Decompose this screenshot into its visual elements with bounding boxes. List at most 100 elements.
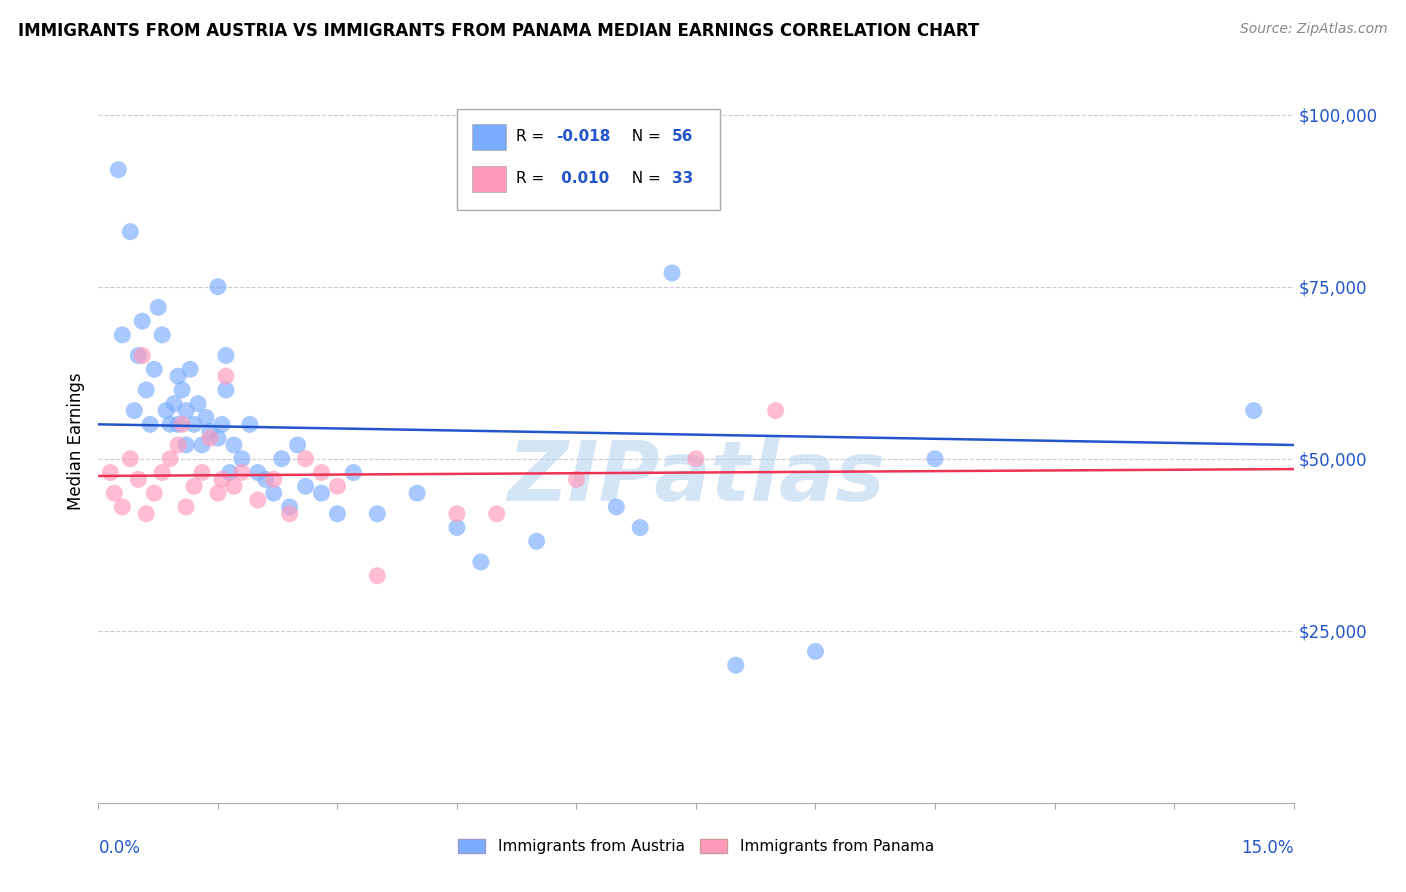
Text: 33: 33 [672,171,693,186]
Point [159,417,181,432]
Point [294,451,316,466]
Text: 0.0%: 0.0% [98,838,141,857]
Point [239,417,262,432]
Point [167,369,190,384]
Point [311,486,333,500]
Point [278,507,301,521]
Point [174,500,197,514]
Point [287,438,309,452]
Point [1243,403,1265,417]
FancyBboxPatch shape [472,166,506,192]
Point [167,417,190,432]
Y-axis label: Median Earnings: Median Earnings [66,373,84,510]
Point [278,500,301,514]
Point [231,466,253,480]
Point [263,472,285,486]
Text: N =: N = [621,129,665,145]
Point [143,362,166,376]
Point [183,417,205,432]
Point [685,451,707,466]
FancyBboxPatch shape [457,109,720,211]
Point [446,520,468,534]
Point [246,493,269,508]
Point [143,486,166,500]
Point [804,644,827,658]
Point [131,349,153,363]
Point [183,479,205,493]
Point [724,658,747,673]
Point [135,507,157,521]
Point [446,507,468,521]
Point [270,451,292,466]
Point [167,438,190,452]
Point [172,417,194,432]
Point [159,451,181,466]
Text: Source: ZipAtlas.com: Source: ZipAtlas.com [1240,22,1388,37]
Point [246,466,269,480]
Point [163,397,186,411]
Point [155,403,177,417]
Point [111,327,134,342]
Point [198,431,221,445]
Point [207,279,229,293]
Point [661,266,683,280]
Point [342,466,364,480]
Point [131,314,153,328]
Point [311,466,333,480]
Point [179,362,201,376]
Point [366,568,388,582]
Point [222,479,245,493]
Legend: Immigrants from Austria, Immigrants from Panama: Immigrants from Austria, Immigrants from… [451,833,941,860]
Point [211,417,233,432]
Point [187,397,209,411]
Point [765,403,787,417]
Point [198,424,221,438]
Point [219,466,242,480]
Point [222,438,245,452]
Text: 56: 56 [672,129,693,145]
Point [148,301,170,315]
FancyBboxPatch shape [472,124,506,150]
Text: 0.010: 0.010 [557,171,609,186]
Point [127,349,149,363]
Point [127,472,149,486]
Point [98,466,122,480]
Point [195,410,218,425]
Point [124,403,146,417]
Point [139,417,162,432]
Point [215,349,238,363]
Point [628,520,651,534]
Point [191,438,214,452]
Point [326,507,349,521]
Point [135,383,157,397]
Point [111,500,134,514]
Point [294,479,316,493]
Point [605,500,627,514]
Point [172,383,194,397]
Text: IMMIGRANTS FROM AUSTRIA VS IMMIGRANTS FROM PANAMA MEDIAN EARNINGS CORRELATION CH: IMMIGRANTS FROM AUSTRIA VS IMMIGRANTS FR… [18,22,980,40]
Point [207,431,229,445]
Point [366,507,388,521]
Point [174,438,197,452]
Point [150,327,173,342]
Text: 15.0%: 15.0% [1241,838,1294,857]
Point [103,486,125,500]
Point [565,472,588,486]
Text: ZIPatlas: ZIPatlas [508,437,884,518]
Point [924,451,946,466]
Point [174,403,197,417]
Text: -0.018: -0.018 [557,129,610,145]
Point [107,162,129,177]
Point [231,451,253,466]
Point [191,466,214,480]
Point [526,534,548,549]
Point [120,225,142,239]
Point [326,479,349,493]
Point [470,555,492,569]
Point [207,486,229,500]
Point [211,472,233,486]
Point [254,472,277,486]
Point [120,451,142,466]
Point [215,383,238,397]
Text: R =: R = [516,129,548,145]
